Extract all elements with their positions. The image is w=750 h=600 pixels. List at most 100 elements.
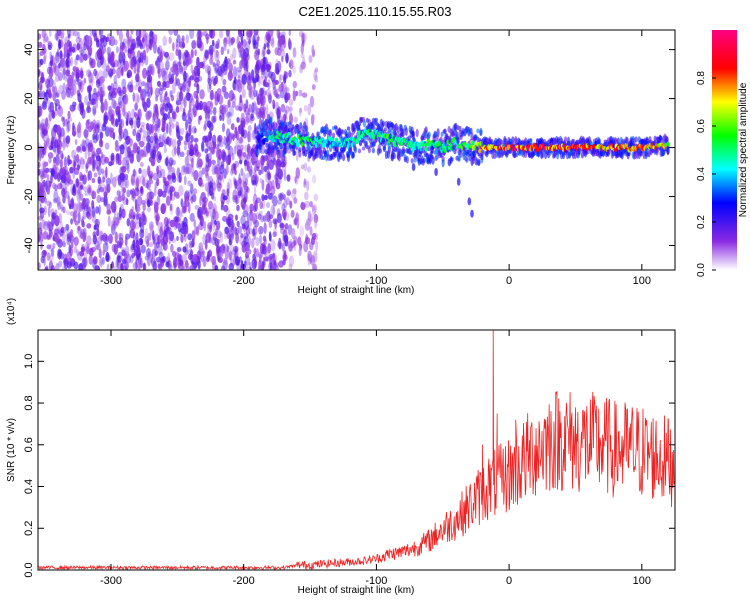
noise-speckle xyxy=(80,218,85,227)
noise-speckle xyxy=(209,89,214,101)
noise-speckle xyxy=(202,30,208,37)
noise-speckle xyxy=(119,152,122,162)
noise-speckle xyxy=(225,154,231,166)
noise-speckle xyxy=(139,140,145,148)
noise-speckle xyxy=(157,234,161,245)
noise-speckle xyxy=(122,265,125,270)
noise-speckle xyxy=(112,176,117,188)
noise-speckle xyxy=(47,206,51,218)
ridge-halo xyxy=(322,155,326,161)
noise-speckle xyxy=(269,34,274,46)
noise-speckle xyxy=(130,174,136,186)
noise-speckle xyxy=(92,122,97,134)
noise-speckle xyxy=(194,143,199,152)
noise-speckle xyxy=(178,91,184,102)
noise-speckle xyxy=(166,219,170,232)
noise-speckle xyxy=(292,90,296,102)
noise-speckle xyxy=(55,51,60,57)
noise-speckle xyxy=(234,226,237,236)
noise-speckle xyxy=(135,232,139,244)
noise-speckle xyxy=(135,132,141,142)
noise-speckle xyxy=(133,187,140,197)
noise-speckle xyxy=(286,191,292,197)
noise-speckle xyxy=(267,243,272,254)
noise-speckle xyxy=(134,84,138,91)
noise-speckle xyxy=(127,36,132,42)
noise-speckle xyxy=(175,100,182,106)
noise-speckle xyxy=(62,132,66,143)
noise-speckle xyxy=(115,118,119,128)
noise-speckle xyxy=(95,99,99,109)
noise-speckle xyxy=(266,42,269,48)
noise-speckle xyxy=(123,171,126,183)
noise-speckle xyxy=(228,105,234,118)
noise-speckle xyxy=(263,165,268,173)
noise-speckle xyxy=(141,81,146,87)
ridge-tendril xyxy=(390,153,395,162)
noise-speckle xyxy=(79,158,85,170)
noise-speckle xyxy=(39,76,46,83)
noise-speckle xyxy=(193,137,199,143)
noise-speckle xyxy=(154,121,160,132)
noise-speckle xyxy=(123,178,130,189)
noise-speckle xyxy=(62,206,66,214)
noise-speckle xyxy=(158,135,162,143)
noise-speckle xyxy=(218,94,224,105)
noise-speckle xyxy=(197,212,203,221)
noise-speckle xyxy=(50,208,55,215)
noise-speckle xyxy=(252,34,256,46)
noise-speckle xyxy=(156,195,161,206)
noise-speckle xyxy=(262,256,266,268)
ridge-tendril xyxy=(411,163,416,172)
noise-speckle xyxy=(136,253,140,260)
noise-speckle xyxy=(62,139,66,151)
noise-speckle xyxy=(275,101,279,112)
noise-speckle xyxy=(181,111,187,122)
noise-speckle xyxy=(142,67,148,79)
noise-speckle xyxy=(107,53,111,65)
noise-speckle xyxy=(100,154,107,166)
noise-speckle xyxy=(258,210,263,216)
noise-speckle xyxy=(295,167,301,179)
noise-speckle xyxy=(114,216,120,226)
noise-speckle xyxy=(247,145,253,157)
noise-speckle xyxy=(59,158,63,169)
noise-speckle xyxy=(216,243,220,254)
noise-speckle xyxy=(142,177,146,187)
noise-speckle xyxy=(208,122,214,132)
noise-speckle xyxy=(84,95,88,106)
noise-speckle xyxy=(278,84,283,93)
noise-speckle xyxy=(222,204,229,212)
noise-speckle xyxy=(58,260,63,268)
noise-speckle xyxy=(196,83,200,94)
noise-speckle xyxy=(272,195,278,207)
ridge-halo xyxy=(441,159,445,168)
noise-speckle xyxy=(258,169,262,176)
noise-speckle xyxy=(70,56,73,67)
noise-speckle xyxy=(280,161,286,168)
noise-speckle xyxy=(254,256,257,269)
noise-speckle xyxy=(118,133,123,142)
noise-speckle xyxy=(246,212,250,224)
noise-speckle xyxy=(260,163,264,174)
noise-speckle xyxy=(191,157,194,168)
noise-speckle xyxy=(108,105,113,117)
noise-speckle xyxy=(281,208,287,219)
noise-speckle xyxy=(171,73,175,84)
noise-speckle xyxy=(165,55,171,61)
noise-speckle xyxy=(126,30,130,39)
noise-speckle xyxy=(210,236,217,246)
noise-speckle xyxy=(234,169,237,176)
noise-speckle xyxy=(212,62,216,68)
noise-speckle xyxy=(198,264,201,270)
ridge-halo xyxy=(465,157,469,163)
noise-speckle xyxy=(88,247,94,257)
noise-speckle xyxy=(302,57,306,65)
noise-speckle xyxy=(106,209,112,215)
noise-speckle xyxy=(132,218,139,225)
noise-speckle xyxy=(177,222,182,233)
ridge-halo xyxy=(281,122,285,127)
noise-speckle xyxy=(55,52,60,64)
noise-speckle xyxy=(183,216,188,228)
